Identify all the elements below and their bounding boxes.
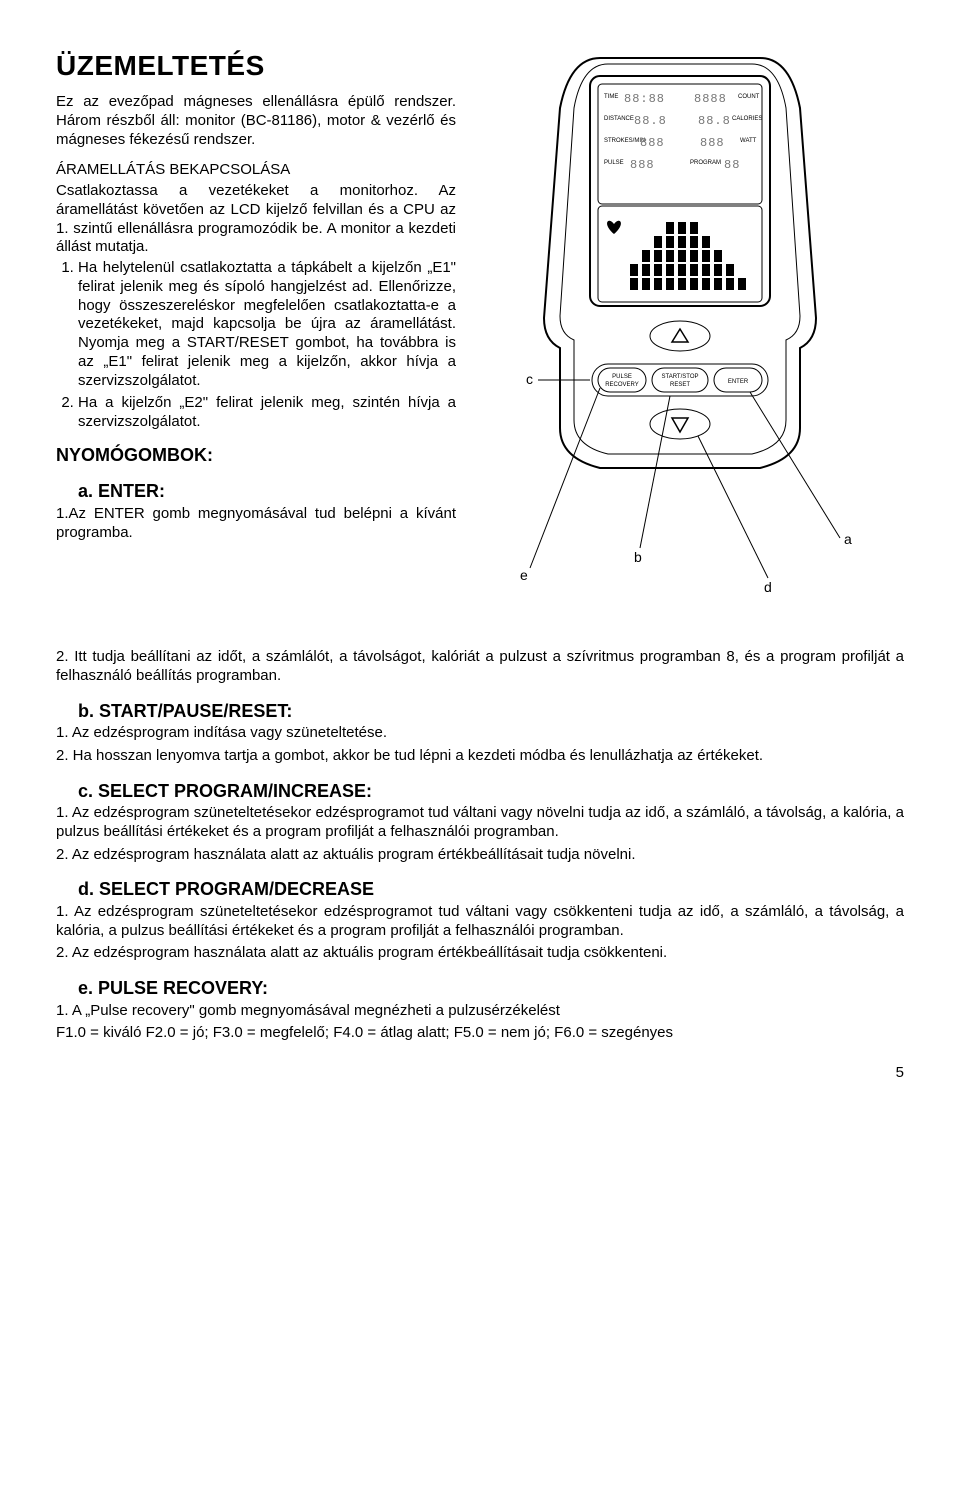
svg-text:ENTER: ENTER: [728, 379, 749, 385]
svg-text:PULSE: PULSE: [612, 374, 632, 380]
section-e-item: 1. A „Pulse recovery" gomb megnyomásával…: [56, 1002, 904, 1021]
section-b-item: 1. Az edzésprogram indítása vagy szünete…: [56, 724, 904, 743]
device-figure-column: TIME 88:88 8888 COUNT DISTANCE 88.8 88.8…: [476, 48, 904, 648]
lcd-value-watt: 888: [700, 136, 725, 150]
left-text-column: ÜZEMELTETÉS Ez az evezőpad mágneses elle…: [56, 48, 456, 648]
lead-label-a: a: [844, 531, 852, 547]
section-a-item: 2. Itt tudja beállítani az időt, a száml…: [56, 648, 904, 686]
svg-text:RESET: RESET: [670, 382, 690, 388]
page-number: 5: [896, 1064, 904, 1083]
enter-button[interactable]: ENTER: [714, 368, 762, 392]
lead-label-d: d: [764, 579, 772, 595]
svg-text:RECOVERY: RECOVERY: [605, 382, 639, 388]
lcd-label-watt: WATT: [740, 138, 757, 144]
aram-list-item: Ha helytelenül csatlakoztatta a tápkábel…: [78, 259, 456, 390]
start-stop-reset-button[interactable]: START/STOP RESET: [652, 368, 708, 392]
lcd-value-count: 8888: [694, 92, 727, 106]
top-two-column: ÜZEMELTETÉS Ez az evezőpad mágneses elle…: [56, 48, 904, 648]
button-row: PULSE RECOVERY START/STOP RESET ENTER: [592, 364, 768, 396]
lead-label-b: b: [634, 549, 642, 565]
aram-paragraph: Csatlakoztassa a vezetékeket a monitorho…: [56, 182, 456, 257]
aram-list-item: Ha a kijelzőn „E2" felirat jelenik meg, …: [78, 394, 456, 432]
section-b-title: b. START/PAUSE/RESET:: [78, 700, 904, 723]
lcd-label-calories: CALORIES: [732, 116, 762, 122]
lcd-value-distance: 88.8: [634, 114, 667, 128]
svg-text:START/STOP: START/STOP: [661, 374, 698, 380]
section-b-item: 2. Ha hosszan lenyomva tartja a gombot, …: [56, 747, 904, 766]
lcd-label-pulse: PULSE: [604, 160, 624, 166]
lcd-value-pulse: 888: [630, 158, 655, 172]
lcd-label-time: TIME: [604, 94, 618, 100]
section-a-title: a. ENTER:: [78, 480, 456, 503]
section-a-item: 1.Az ENTER gomb megnyomásával tud belépn…: [56, 505, 456, 543]
section-c-item: 2. Az edzésprogram használata alatt az a…: [56, 846, 904, 865]
lead-label-c: c: [526, 371, 533, 387]
section-c-item: 1. Az edzésprogram szüneteltetésekor edz…: [56, 804, 904, 842]
section-d-item: 1. Az edzésprogram szüneteltetésekor edz…: [56, 903, 904, 941]
section-c-title: c. SELECT PROGRAM/INCREASE:: [78, 780, 904, 803]
lcd-label-program: PROGRAM: [690, 160, 721, 166]
lcd-label-distance: DISTANCE: [604, 116, 634, 122]
device-figure: TIME 88:88 8888 COUNT DISTANCE 88.8 88.8…: [500, 48, 880, 648]
aram-title: ÁRAMELLÁTÁS BEKAPCSOLÁSA: [56, 161, 456, 180]
section-e-item: F1.0 = kiváló F2.0 = jó; F3.0 = megfelel…: [56, 1024, 904, 1043]
pulse-recovery-button[interactable]: PULSE RECOVERY: [598, 368, 646, 392]
up-button[interactable]: [650, 321, 710, 351]
section-d-title: d. SELECT PROGRAM/DECREASE: [78, 878, 904, 901]
section-e-title: e. PULSE RECOVERY:: [78, 977, 904, 1000]
lcd-value-program: 88: [724, 158, 740, 172]
lcd-value-time: 88:88: [624, 92, 665, 106]
down-button[interactable]: [650, 409, 710, 439]
lead-label-e: e: [520, 567, 528, 583]
lcd-value-calories: 88.8: [698, 114, 731, 128]
lcd-label-count: COUNT: [738, 94, 760, 100]
aram-list: Ha helytelenül csatlakoztatta a tápkábel…: [56, 259, 456, 432]
lcd-value-strokes: 888: [640, 136, 665, 150]
section-d-item: 2. Az edzésprogram használata alatt az a…: [56, 944, 904, 963]
nyomogombok-title: NYOMÓGOMBOK:: [56, 444, 456, 467]
intro-paragraph: Ez az evezőpad mágneses ellenállásra épü…: [56, 93, 456, 149]
page-title: ÜZEMELTETÉS: [56, 48, 456, 83]
